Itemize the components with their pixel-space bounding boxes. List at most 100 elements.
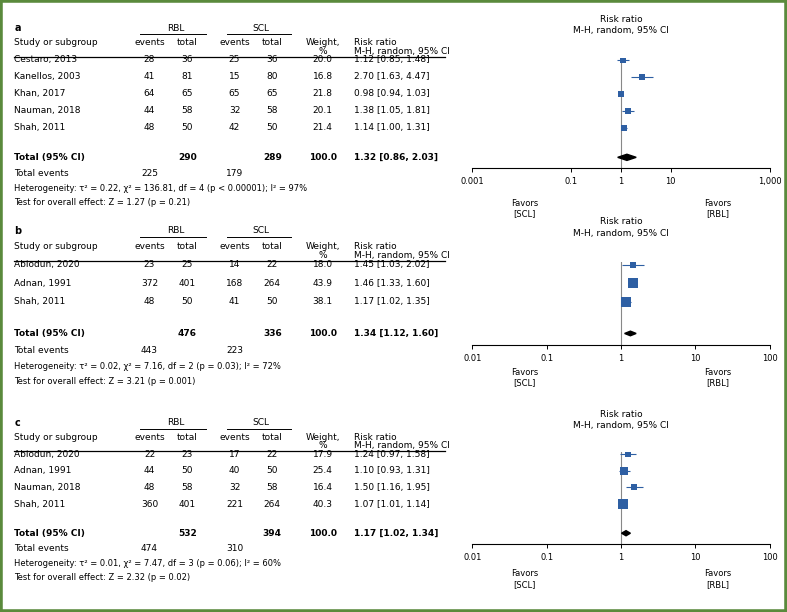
Text: 22: 22 <box>267 261 278 269</box>
Text: Nauman, 2018: Nauman, 2018 <box>14 106 80 116</box>
Text: 18.0: 18.0 <box>312 261 333 269</box>
Text: Heterogeneity: τ² = 0.02, χ² = 7.16, df = 2 (p = 0.03); I² = 72%: Heterogeneity: τ² = 0.02, χ² = 7.16, df … <box>14 362 281 371</box>
Text: Weight,: Weight, <box>305 433 340 441</box>
Text: 65: 65 <box>229 89 240 99</box>
Text: events: events <box>220 433 249 441</box>
Text: 80: 80 <box>267 72 278 81</box>
Text: 1.12 [0.85, 1.48]: 1.12 [0.85, 1.48] <box>354 56 430 64</box>
Text: Shah, 2011: Shah, 2011 <box>14 499 65 509</box>
Text: Total (95% CI): Total (95% CI) <box>14 329 85 338</box>
Text: Khan, 2017: Khan, 2017 <box>14 89 65 99</box>
Text: SCL: SCL <box>253 418 270 427</box>
Text: Adnan, 1991: Adnan, 1991 <box>14 279 72 288</box>
Text: total: total <box>177 433 198 441</box>
Text: total: total <box>262 433 283 441</box>
Text: b: b <box>14 226 21 236</box>
Text: 50: 50 <box>182 297 193 306</box>
Text: 401: 401 <box>179 279 196 288</box>
Text: Study or subgroup: Study or subgroup <box>14 433 98 441</box>
Text: Adnan, 1991: Adnan, 1991 <box>14 466 72 476</box>
Text: Abiodun, 2020: Abiodun, 2020 <box>14 450 79 458</box>
Text: Favors
[RBL]: Favors [RBL] <box>704 569 731 589</box>
Text: Total (95% CI): Total (95% CI) <box>14 529 85 538</box>
Text: 1.34 [1.12, 1.60]: 1.34 [1.12, 1.60] <box>354 329 438 338</box>
Text: 476: 476 <box>178 329 197 338</box>
Text: RBL: RBL <box>168 226 185 235</box>
Text: 17: 17 <box>229 450 240 458</box>
Text: 32: 32 <box>229 106 240 116</box>
Text: RBL: RBL <box>168 418 185 427</box>
Text: 289: 289 <box>263 153 282 162</box>
Text: 1.50 [1.16, 1.95]: 1.50 [1.16, 1.95] <box>354 483 430 492</box>
Text: Kanellos, 2003: Kanellos, 2003 <box>14 72 80 81</box>
Text: 36: 36 <box>267 56 278 64</box>
Text: total: total <box>262 242 283 251</box>
Text: Weight,: Weight, <box>305 38 340 47</box>
Text: 48: 48 <box>144 297 155 306</box>
Text: Shah, 2011: Shah, 2011 <box>14 297 65 306</box>
Text: 100.0: 100.0 <box>309 153 337 162</box>
Text: Risk ratio
M-H, random, 95% CI: Risk ratio M-H, random, 95% CI <box>573 217 669 237</box>
Text: Risk ratio: Risk ratio <box>354 433 397 441</box>
Text: Abiodun, 2020: Abiodun, 2020 <box>14 261 79 269</box>
Text: %: % <box>319 251 327 260</box>
Text: 2.70 [1.63, 4.47]: 2.70 [1.63, 4.47] <box>354 72 430 81</box>
Text: 41: 41 <box>229 297 240 306</box>
Text: 58: 58 <box>182 483 193 492</box>
Text: 40.3: 40.3 <box>312 499 333 509</box>
Text: Risk ratio: Risk ratio <box>354 242 397 251</box>
Text: 41: 41 <box>144 72 155 81</box>
Text: M-H, random, 95% CI: M-H, random, 95% CI <box>354 251 450 260</box>
Text: events: events <box>135 242 164 251</box>
Text: 44: 44 <box>144 106 155 116</box>
Text: 40: 40 <box>229 466 240 476</box>
Text: 20.0: 20.0 <box>312 56 333 64</box>
Text: events: events <box>135 433 164 441</box>
Text: %: % <box>319 47 327 56</box>
Text: 58: 58 <box>267 106 278 116</box>
Text: Total (95% CI): Total (95% CI) <box>14 153 85 162</box>
Text: SCL: SCL <box>253 24 270 32</box>
Text: 23: 23 <box>144 261 155 269</box>
Text: 20.1: 20.1 <box>312 106 333 116</box>
Text: 17.9: 17.9 <box>312 450 333 458</box>
Text: a: a <box>14 23 20 33</box>
Text: 0.98 [0.94, 1.03]: 0.98 [0.94, 1.03] <box>354 89 430 99</box>
Text: 264: 264 <box>264 499 281 509</box>
Text: events: events <box>220 38 249 47</box>
Text: 42: 42 <box>229 124 240 132</box>
Text: events: events <box>135 38 164 47</box>
Text: 48: 48 <box>144 483 155 492</box>
Text: 360: 360 <box>141 499 158 509</box>
Text: 21.4: 21.4 <box>312 124 333 132</box>
Text: %: % <box>319 441 327 450</box>
Text: total: total <box>177 242 198 251</box>
Text: 1.10 [0.93, 1.31]: 1.10 [0.93, 1.31] <box>354 466 430 476</box>
Text: 50: 50 <box>182 466 193 476</box>
Text: M-H, random, 95% CI: M-H, random, 95% CI <box>354 441 450 450</box>
Text: total: total <box>177 38 198 47</box>
Text: Risk ratio
M-H, random, 95% CI: Risk ratio M-H, random, 95% CI <box>573 15 669 35</box>
Text: 1.46 [1.33, 1.60]: 1.46 [1.33, 1.60] <box>354 279 430 288</box>
Text: 264: 264 <box>264 279 281 288</box>
Text: 44: 44 <box>144 466 155 476</box>
Text: Favors
[SCL]: Favors [SCL] <box>511 199 538 218</box>
Text: 16.8: 16.8 <box>312 72 333 81</box>
Text: 100.0: 100.0 <box>309 529 337 538</box>
Text: 25: 25 <box>182 261 193 269</box>
Text: 21.8: 21.8 <box>312 89 333 99</box>
Text: Weight,: Weight, <box>305 242 340 251</box>
Text: Favors
[RBL]: Favors [RBL] <box>704 199 731 218</box>
Text: 290: 290 <box>178 153 197 162</box>
Text: 1.32 [0.86, 2.03]: 1.32 [0.86, 2.03] <box>354 153 438 162</box>
Polygon shape <box>625 331 636 336</box>
Text: 50: 50 <box>182 124 193 132</box>
Text: Test for overall effect: Z = 3.21 (p = 0.001): Test for overall effect: Z = 3.21 (p = 0… <box>14 377 195 386</box>
Text: 15: 15 <box>229 72 240 81</box>
Text: 179: 179 <box>226 169 243 177</box>
Text: 23: 23 <box>182 450 193 458</box>
Text: Heterogeneity: τ² = 0.01, χ² = 7.47, df = 3 (p = 0.06); I² = 60%: Heterogeneity: τ² = 0.01, χ² = 7.47, df … <box>14 559 281 568</box>
Text: Study or subgroup: Study or subgroup <box>14 242 98 251</box>
Text: RBL: RBL <box>168 24 185 32</box>
Text: 64: 64 <box>144 89 155 99</box>
